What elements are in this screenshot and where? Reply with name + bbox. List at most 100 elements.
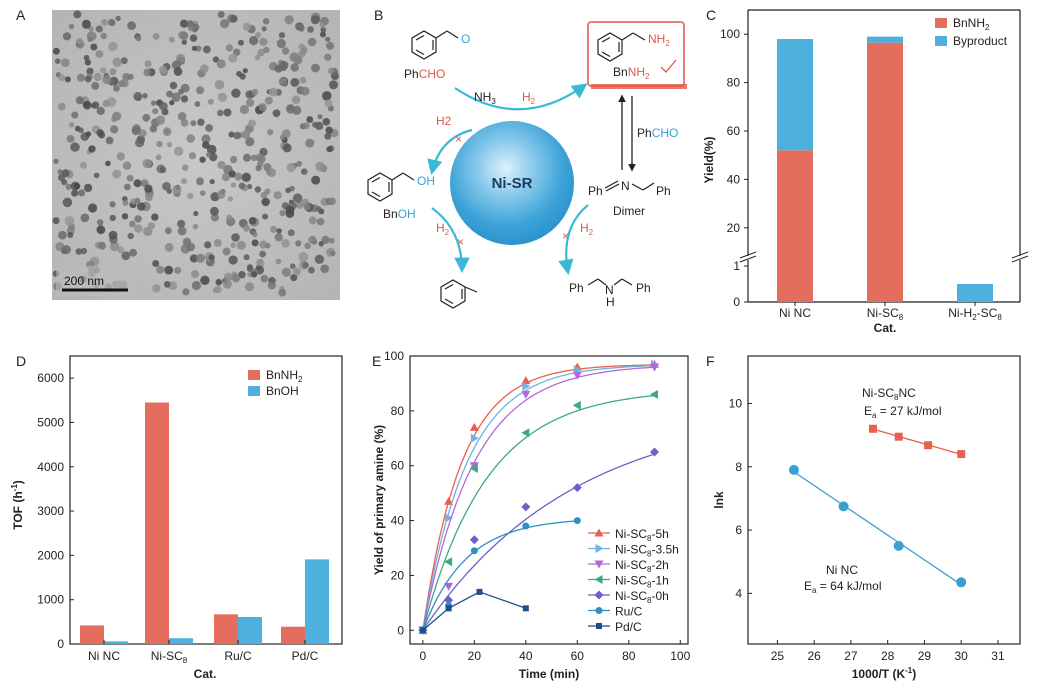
dibenzylamine-structure (587, 278, 633, 286)
tem-particle (295, 240, 302, 247)
tem-particle (310, 15, 320, 25)
tem-particle (163, 281, 171, 288)
tem-particle (136, 202, 146, 211)
e-point-Ni-SC8-1h (469, 463, 478, 473)
tem-particle (302, 261, 309, 269)
tem-particle (212, 56, 219, 63)
tem-particle (76, 37, 84, 45)
tem-particle (238, 271, 246, 279)
tem-particle (248, 217, 257, 225)
tem-particle (259, 37, 268, 47)
tem-particle (225, 44, 234, 52)
chart-e: 0 20 40 60 80 100 0 20 40 60 80 100 Time (min) Yield … (372, 349, 691, 681)
tem-particle (285, 187, 291, 194)
tem-particle (115, 15, 121, 22)
tem-particle (145, 193, 153, 202)
d-xtick-label: Ni NC (88, 649, 120, 663)
e-point-Ni-SC8-1h (572, 400, 581, 410)
tem-particle (229, 155, 238, 164)
tem-particle (289, 52, 300, 62)
tem-particle (152, 260, 160, 267)
tem-particle (254, 54, 261, 61)
tem-particle (199, 190, 206, 197)
c-legend-label-BnNH2: BnNH2 (953, 16, 990, 32)
tem-particle (102, 99, 110, 108)
f-ytick-label: 10 (729, 396, 743, 410)
tem-particle (191, 270, 199, 279)
tem-particle (155, 115, 166, 125)
tem-particle (230, 182, 237, 188)
tem-particle (197, 118, 205, 126)
tem-particle (164, 265, 174, 275)
tem-particle (200, 275, 210, 285)
tem-particle (255, 165, 262, 172)
tem-particle (275, 258, 282, 265)
tem-particle (83, 54, 90, 61)
tem-particle (181, 178, 187, 185)
d-xtick-label: Pd/C (292, 649, 319, 663)
tem-particle (308, 216, 317, 225)
tem-particle (307, 26, 314, 33)
d-ytick-label: 2000 (37, 548, 64, 562)
tem-particle (93, 72, 102, 82)
d-bar-BnNH2-Ni NC (80, 625, 104, 644)
e-legend-marker-Ni-SC8-3.5h (595, 544, 604, 553)
tem-particle (249, 36, 259, 46)
e-point-Ni-SC8-5h (444, 496, 454, 505)
tem-particle (93, 172, 100, 179)
tem-particle (88, 203, 98, 213)
chart-d: 0 1000 2000 3000 4000 5000 6000 Ni NC Ni-SC8 Ru/C… (10, 355, 343, 681)
hydrogenation-arrow (427, 128, 473, 175)
c-bar-BnNH2-Ni NC (777, 150, 813, 302)
tem-particle (287, 229, 295, 237)
tem-particle (75, 96, 84, 105)
tem-particle (321, 235, 330, 244)
tem-particle (159, 166, 167, 174)
tem-particle (238, 39, 244, 46)
c-xtick-label: Ni-H2-SC8 (948, 306, 1002, 322)
tem-particle (203, 45, 211, 54)
tem-particle (324, 99, 333, 108)
tem-particle (80, 161, 87, 169)
tem-particle (61, 245, 71, 255)
tem-particle (105, 160, 111, 167)
blocked-x-icon-2: × (457, 235, 464, 249)
tem-particle (214, 79, 225, 90)
tem-particle (228, 255, 238, 265)
c-ytick-label: 100 (720, 27, 740, 41)
tem-particle (78, 127, 84, 133)
tem-particle (221, 172, 231, 182)
tem-particle (186, 134, 195, 143)
tem-particle (215, 278, 223, 286)
tem-particle (96, 106, 105, 116)
tem-particle (86, 31, 97, 41)
tem-particle (308, 235, 317, 244)
tem-particle (224, 272, 233, 282)
tem-particle (245, 282, 255, 292)
tem-particle (326, 41, 335, 50)
benzylamine-label: BnNH2 (613, 65, 650, 81)
tem-particle (279, 210, 286, 217)
tem-particle (220, 19, 230, 29)
e-point-Ni-SC8-3.5h (522, 381, 531, 391)
tem-particle (162, 127, 172, 137)
tem-particle (318, 241, 324, 247)
e-point-Pd/C (445, 605, 452, 612)
tem-particle (307, 37, 317, 47)
tem-particle (174, 146, 184, 156)
tem-particle (267, 168, 276, 178)
tem-particle (284, 15, 294, 25)
tem-particle (329, 237, 335, 244)
tem-particle (206, 151, 212, 158)
tem-particle (230, 14, 238, 23)
benzylamine-structure (597, 32, 646, 62)
tem-particle (52, 217, 60, 225)
c-axis-break-b-0 (739, 251, 757, 259)
tem-particle (186, 242, 195, 252)
d-ytick-label: 0 (57, 637, 64, 651)
d-bar-BnOH-Pd/C (305, 559, 329, 644)
f-xtick-label: 28 (881, 649, 895, 663)
tem-particle (150, 100, 157, 106)
toluene-arrow (431, 207, 470, 274)
